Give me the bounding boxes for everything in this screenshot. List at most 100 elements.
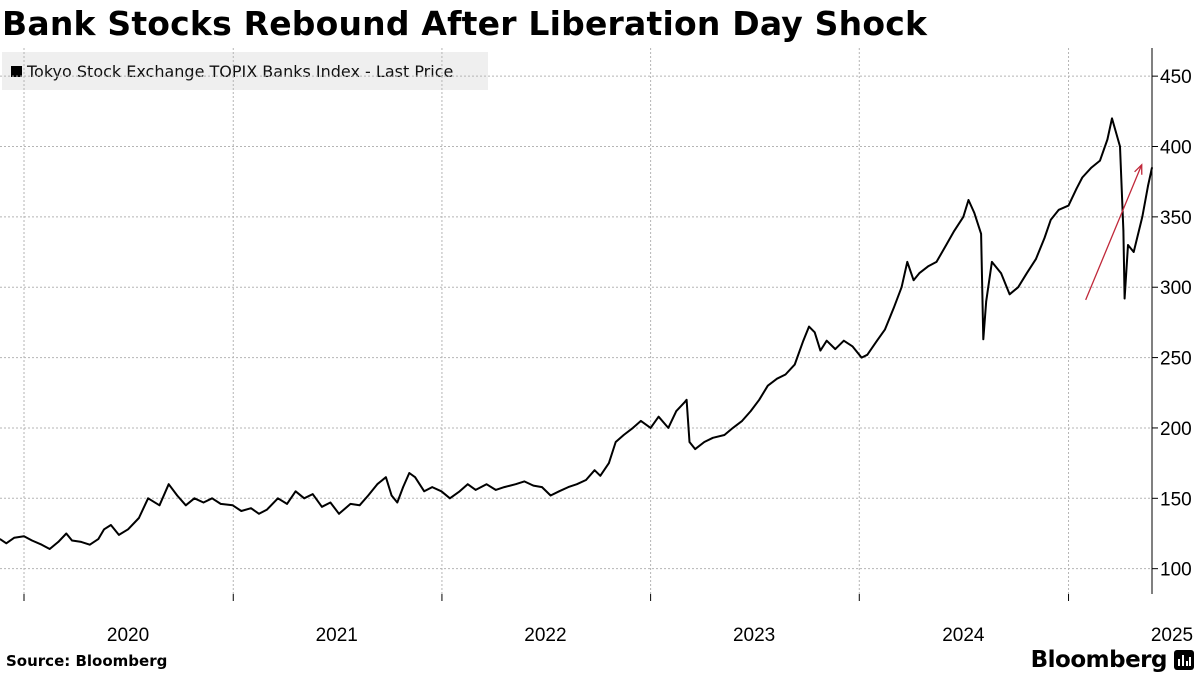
data-point [622,434,625,436]
data-point [458,490,461,493]
data-point [599,475,602,477]
data-point [303,497,306,500]
y-tick-label: 300 [1160,278,1192,299]
data-point [423,490,426,493]
y-tick-label: 250 [1160,349,1192,370]
x-tick-label: 2025 [1151,625,1193,646]
data-point [376,483,379,486]
data-point [485,483,488,486]
data-point [825,339,828,342]
data-point [1122,230,1125,232]
data-point [784,373,787,376]
data-point [1026,272,1028,275]
data-point [1106,138,1109,141]
data-point [1111,117,1113,120]
annotation-arrowhead [1134,163,1143,175]
data-point [97,538,100,540]
data-point [250,507,252,510]
data-point [1132,251,1135,253]
data-point [185,504,187,507]
data-point [523,480,526,483]
y-tick-label: 200 [1160,419,1192,440]
data-point [585,479,587,481]
data-point [953,230,955,232]
data-point [329,501,332,504]
data-point [449,497,451,500]
data-point [103,528,105,531]
y-tick-label: 400 [1160,138,1192,159]
x-tick-label: 2022 [524,625,566,646]
data-point [211,497,213,500]
data-point [1058,209,1060,211]
y-tick-label: 350 [1160,208,1192,229]
data-point [802,339,805,342]
data-point [193,497,196,500]
data-point [1147,185,1149,187]
data-point [385,476,387,479]
data-point [749,410,752,412]
data-point [494,489,497,491]
data-point [982,338,985,341]
data-point [900,286,903,289]
data-point [1090,166,1093,169]
data-point [80,541,82,543]
data-point [767,384,769,387]
data-point [514,483,517,486]
data-point [158,504,161,507]
data-point [48,548,51,550]
data-point [110,524,112,526]
data-point [57,541,60,543]
data-point [567,486,570,488]
data-point [866,354,869,356]
data-point [258,513,260,515]
data-point [640,420,642,422]
data-point [918,272,921,275]
data-point [758,399,760,401]
data-point [1115,131,1117,134]
data-point [741,420,743,422]
data-point [906,261,909,263]
data-point [723,434,726,436]
data-point [541,486,543,488]
legend-swatch [11,65,22,77]
data-point [667,427,670,429]
data-point [294,490,297,493]
data-point [927,265,930,267]
data-point [576,483,578,486]
data-point [402,486,404,488]
data-point [1081,176,1084,179]
data-point [649,427,652,429]
annotation-arrow [1085,164,1143,301]
data-point [967,199,970,201]
data-point [367,494,370,497]
data-point [851,345,854,348]
bloomberg-terminal-icon [1174,650,1194,670]
data-point [685,399,688,401]
data-point [962,216,965,218]
x-tick-label: 2021 [316,625,358,646]
data-point [973,211,975,214]
data-point [593,469,596,472]
data-point [808,325,810,328]
data-point [657,415,660,418]
data-point [675,410,678,412]
data-point [776,377,778,380]
data-point [89,543,91,546]
data-point [338,513,340,515]
data-point [202,501,205,504]
data-point [1099,159,1101,162]
y-tick-label: 100 [1160,560,1192,581]
data-point [1123,297,1126,300]
data-point [935,261,938,263]
data-point [167,483,170,486]
data-point [147,497,149,500]
data-point [5,542,8,545]
data-point [834,348,837,350]
data-point [414,476,416,479]
data-point [138,517,140,519]
data-point [1141,216,1144,218]
data-point [683,401,686,404]
data-point [240,510,243,512]
data-point [1067,204,1070,207]
